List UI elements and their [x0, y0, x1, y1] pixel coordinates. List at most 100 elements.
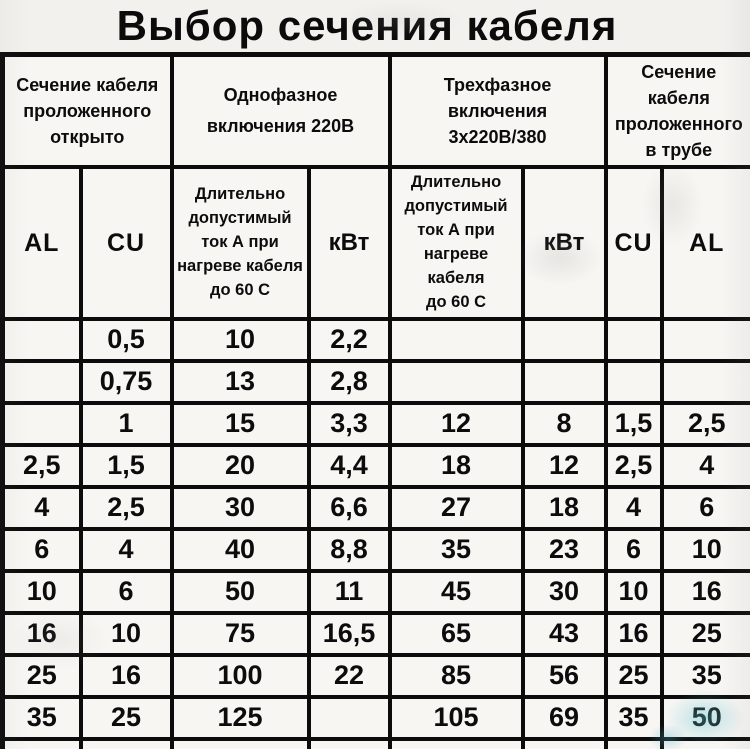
value-cell: 0,5 [78, 316, 174, 363]
value-cell: 13 [169, 358, 311, 405]
value-cell: 23 [520, 526, 608, 573]
value-cell: 50 [169, 568, 311, 615]
value-cell [520, 316, 608, 363]
title-bar: Выбор сечения кабеля [0, 0, 750, 52]
value-cell: 6 [603, 526, 664, 573]
value-cell [387, 358, 525, 405]
value-cell: 8 [520, 400, 608, 447]
col-header-current-3ph: Длительно допустимый ток А при нагреве к… [387, 165, 525, 321]
value-cell: 2,5 [78, 484, 174, 531]
value-cell: 18 [520, 484, 608, 531]
value-cell: 3,3 [306, 400, 392, 447]
value-cell: 35 [659, 652, 750, 699]
col-header-al-open: AL [0, 165, 83, 321]
value-cell: 105 [387, 694, 525, 741]
value-cell [0, 316, 83, 363]
group-pipe-laid-header: Сечение кабеля проложенного в трубе [603, 52, 750, 170]
value-cell: 10 [659, 526, 750, 573]
col-header-cu-open: CU [78, 165, 174, 321]
value-cell: 16,5 [306, 610, 392, 657]
value-cell [0, 400, 83, 447]
value-cell [0, 358, 83, 405]
value-cell: 15 [169, 400, 311, 447]
page-title: Выбор сечения кабеля [116, 2, 618, 49]
value-cell: 65 [387, 610, 525, 657]
table-row: 25 16 100 22 85 56 25 35 [0, 652, 750, 699]
col-header-al-pipe: AL [659, 165, 750, 321]
value-cell: 6 [659, 484, 750, 531]
value-cell: 10 [78, 610, 174, 657]
col-header-kwt-3ph: кВт [520, 165, 608, 321]
table-row: 5035150125835070 [0, 736, 750, 749]
value-cell: 18 [387, 442, 525, 489]
value-cell: 6 [0, 526, 83, 573]
value-cell [659, 316, 750, 363]
value-cell: 35 [387, 526, 525, 573]
value-cell: 70 [659, 736, 750, 749]
value-cell: 12 [520, 442, 608, 489]
value-cell [659, 358, 750, 405]
value-cell: 30 [520, 568, 608, 615]
value-cell: 45 [387, 568, 525, 615]
value-cell: 50 [0, 736, 83, 749]
group-single-phase-header: Однофазное включения 220В [169, 52, 392, 170]
value-cell: 10 [169, 316, 311, 363]
value-cell [306, 694, 392, 741]
value-cell [603, 358, 664, 405]
value-cell: 16 [603, 610, 664, 657]
value-cell: 50 [603, 736, 664, 749]
value-cell: 20 [169, 442, 311, 489]
value-cell: 10 [0, 568, 83, 615]
value-cell: 6,6 [306, 484, 392, 531]
sub-header-row: AL CU Длительно допустимый ток А при наг… [0, 165, 750, 321]
value-cell: 11 [306, 568, 392, 615]
group-header-row: Сечение кабеля проложенного открыто Одно… [0, 52, 750, 170]
value-cell: 16 [78, 652, 174, 699]
value-cell: 4 [603, 484, 664, 531]
value-cell: 30 [169, 484, 311, 531]
value-cell: 69 [520, 694, 608, 741]
value-cell: 2,5 [0, 442, 83, 489]
value-cell: 2,5 [603, 442, 664, 489]
table-body: 0,5 10 2,2 0,75 13 2,8 1 15 3,3 12 8 1,5 2,5 2,5 1,5 20… [0, 316, 750, 749]
value-cell: 16 [659, 568, 750, 615]
group-open-laid-header: Сечение кабеля проложенного открыто [0, 52, 174, 170]
value-cell: 25 [659, 610, 750, 657]
value-cell: 4 [659, 442, 750, 489]
value-cell: 50 [659, 694, 750, 741]
value-cell: 56 [520, 652, 608, 699]
value-cell [306, 736, 392, 749]
value-cell: 85 [387, 652, 525, 699]
table-row: 2,5 1,5 20 4,4 18 12 2,5 4 [0, 442, 750, 489]
value-cell: 125 [387, 736, 525, 749]
value-cell: 4 [78, 526, 174, 573]
value-cell: 10 [603, 568, 664, 615]
value-cell: 4 [0, 484, 83, 531]
table-row: 4 2,5 30 6,6 27 18 4 6 [0, 484, 750, 531]
value-cell: 2,8 [306, 358, 392, 405]
table-row: 0,5 10 2,2 [0, 316, 750, 363]
col-header-cu-pipe: CU [603, 165, 664, 321]
value-cell: 1,5 [603, 400, 664, 447]
value-cell [387, 316, 525, 363]
value-cell: 2,2 [306, 316, 392, 363]
value-cell: 100 [169, 652, 311, 699]
value-cell: 83 [520, 736, 608, 749]
value-cell: 125 [169, 694, 311, 741]
value-cell: 22 [306, 652, 392, 699]
value-cell [520, 358, 608, 405]
value-cell: 6 [78, 568, 174, 615]
value-cell: 4,4 [306, 442, 392, 489]
value-cell: 75 [169, 610, 311, 657]
value-cell: 25 [0, 652, 83, 699]
value-cell: 35 [78, 736, 174, 749]
value-cell [603, 316, 664, 363]
value-cell: 27 [387, 484, 525, 531]
value-cell: 16 [0, 610, 83, 657]
value-cell: 8,8 [306, 526, 392, 573]
value-cell: 25 [78, 694, 174, 741]
value-cell: 12 [387, 400, 525, 447]
table-header: Сечение кабеля проложенного открыто Одно… [0, 52, 750, 321]
table-row: 1 15 3,3 12 8 1,5 2,5 [0, 400, 750, 447]
